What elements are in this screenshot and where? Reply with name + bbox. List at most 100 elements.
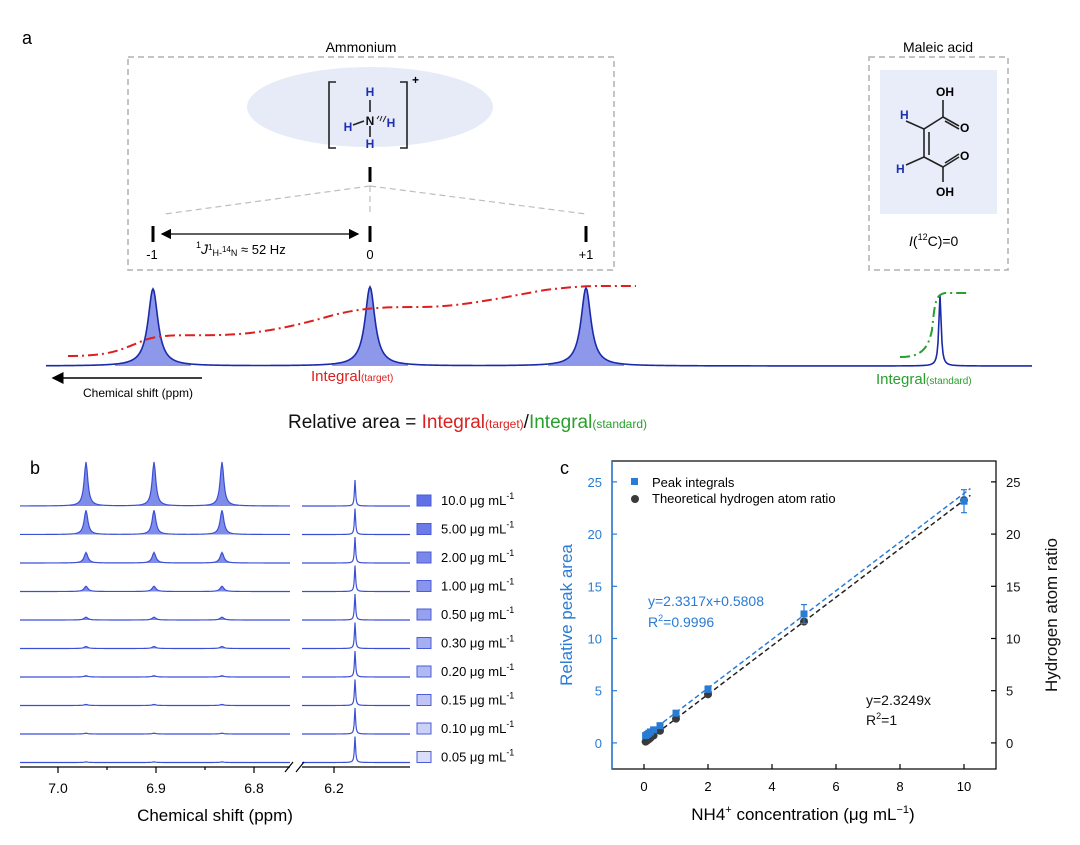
panel-c: c 0 2 4 6 8 10 0 5 10 15 20 25 0 5 10 15 20 25 Peak integ…: [557, 458, 1061, 824]
peak-label-0: 0: [366, 247, 373, 262]
spectrum-fill: [115, 287, 624, 366]
ammonium-structure: [328, 81, 408, 149]
spectrum-b-right-3: [302, 565, 410, 593]
maleic-h-bottom: H: [896, 162, 905, 176]
c-ytick-label-5: 25: [588, 475, 602, 490]
atom-h-bottom: H: [366, 137, 375, 151]
legend-swatch-7: [416, 694, 432, 706]
legend-theory-label: Theoretical hydrogen atom ratio: [652, 491, 836, 506]
spectrum-b-right-1: [302, 508, 410, 536]
spectrum-b-left-3: [20, 585, 290, 593]
panel-c-points: [641, 489, 968, 746]
c-ytick-label-1: 5: [595, 684, 602, 699]
relative-area-equation: Relative area = Integral(target)/Integra…: [288, 412, 647, 433]
maleic-spin-label: I(12C)=0: [909, 232, 959, 249]
legend-peak-marker: [631, 478, 638, 485]
spectrum-b-left-6: [20, 675, 290, 678]
c-y2tick-label-2: 10: [1006, 631, 1020, 646]
maleic-oh-bottom: OH: [936, 185, 954, 199]
spectrum-b-left-8: [20, 732, 290, 735]
peak-point-4: [650, 726, 658, 734]
c-y2tick-label-1: 5: [1006, 684, 1013, 699]
maleic-h-top: H: [900, 108, 909, 122]
legend-concentration-4: 0.50 μg mL-1: [441, 605, 514, 622]
spectrum-b-fill-6: [70, 675, 238, 677]
c-xtick-label-3: 6: [832, 779, 839, 794]
c-y2tick-label-3: 15: [1006, 579, 1020, 594]
spectrum-b-fill-1: [70, 510, 238, 535]
panel-c-fit-lines: [643, 487, 971, 744]
b-tick-7.0: 7.0: [48, 780, 68, 796]
c-xtick-label-0: 0: [640, 779, 647, 794]
panel-a: a Ammonium H N H H H +: [22, 28, 1032, 433]
peak-point-8: [800, 610, 808, 618]
spectrum-b-fill-4: [70, 617, 238, 620]
panel-c-ylabel-left: Relative peak area: [557, 544, 576, 686]
legend-concentration-0: 10.0 μg mL-1: [441, 491, 514, 508]
peak-label-plus1: +1: [579, 247, 594, 262]
maleic-oh-top: OH: [936, 85, 954, 99]
legend-concentration-9: 0.05 μg mL-1: [441, 748, 514, 765]
c-xtick-label-1: 2: [704, 779, 711, 794]
atom-h-left: H: [344, 120, 353, 134]
spectrum-b-fill-3: [70, 586, 238, 592]
theory-r2: R2=1: [866, 711, 897, 728]
spectrum-b-right-2: [302, 536, 410, 564]
maleic-structure: [905, 100, 960, 182]
legend-concentration-5: 0.30 μg mL-1: [441, 634, 514, 651]
ammonium-hashed-bond: [376, 115, 387, 123]
panel-b-legend: 10.0 μg mL-1 5.00 μg mL-1 2.00 μg mL-1 1.00…: [416, 491, 514, 765]
ammonium-title: Ammonium: [326, 39, 397, 55]
legend-swatch-6: [416, 665, 432, 678]
panel-c-label: c: [560, 458, 569, 478]
spectrum-b-left-0: [20, 461, 290, 507]
legend-swatch-5: [416, 637, 432, 649]
maleic-structure-bg: [880, 70, 997, 214]
spectrum-b-right-8: [302, 707, 410, 735]
spectrum-b-fill-5: [70, 646, 238, 649]
legend-swatch-8: [416, 722, 432, 735]
peak-point-5: [656, 722, 664, 730]
spectrum-b-fill-2: [70, 552, 238, 563]
c-ytick-label-0: 0: [595, 736, 602, 751]
legend-concentration-8: 0.10 μg mL-1: [441, 719, 514, 736]
legend-theory-marker: [631, 495, 639, 503]
legend-concentration-1: 5.00 μg mL-1: [441, 520, 514, 537]
c-ytick-label-4: 20: [588, 527, 602, 542]
legend-swatch-2: [416, 551, 432, 564]
integral-target-label: Integral(target): [311, 368, 393, 385]
legend-concentration-2: 2.00 μg mL-1: [441, 548, 514, 565]
maleic-box: [868, 56, 1009, 271]
panel-c-ylabel-right: Hydrogen atom ratio: [1042, 538, 1061, 692]
legend-concentration-3: 1.00 μg mL-1: [441, 577, 514, 594]
c-ytick-label-3: 15: [588, 579, 602, 594]
maleic-title: Maleic acid: [903, 39, 973, 55]
ammonium-box: [127, 56, 615, 271]
spectrum-b-left-9: [20, 761, 290, 764]
spectrum-b-right-0: [302, 479, 410, 507]
fit-equation: y=2.3317x+0.5808: [648, 593, 764, 609]
panel-a-label: a: [22, 28, 33, 48]
integral-target-curve: [67, 285, 636, 357]
spectrum-line: [46, 284, 1032, 367]
c-xtick-label-2: 4: [768, 779, 775, 794]
c-y2tick-label-4: 20: [1006, 527, 1020, 542]
theory-point-6: [672, 714, 680, 723]
peak-label-minus1: -1: [146, 247, 158, 262]
spectrum-b-right-7: [302, 679, 410, 707]
c-y2tick-label-5: 25: [1006, 475, 1020, 490]
panel-b-ticks: [57, 767, 335, 773]
maleic-o-top: O: [960, 121, 969, 135]
legend-concentration-7: 0.15 μg mL-1: [441, 691, 514, 708]
legend-swatch-9: [416, 751, 432, 763]
legend-concentration-6: 0.20 μg mL-1: [441, 662, 514, 679]
axis-break-1: [284, 761, 294, 773]
spectrum-b-left-5: [20, 645, 290, 650]
peak-point-9: [960, 497, 968, 505]
legend-swatch-4: [416, 608, 432, 621]
theory-equation: y=2.3249x: [866, 692, 931, 708]
legend-swatch-0: [416, 494, 432, 507]
atom-n: N: [366, 114, 375, 128]
axis-break-2: [295, 761, 305, 773]
